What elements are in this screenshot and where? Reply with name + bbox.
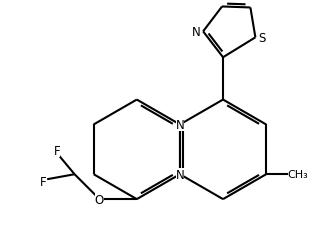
Text: F: F <box>40 176 46 188</box>
Text: N: N <box>176 118 184 131</box>
Text: O: O <box>95 193 104 206</box>
Text: CH₃: CH₃ <box>288 169 308 179</box>
Text: S: S <box>259 32 266 45</box>
Text: N: N <box>176 168 184 181</box>
Text: N: N <box>192 26 201 39</box>
Text: F: F <box>54 145 60 158</box>
